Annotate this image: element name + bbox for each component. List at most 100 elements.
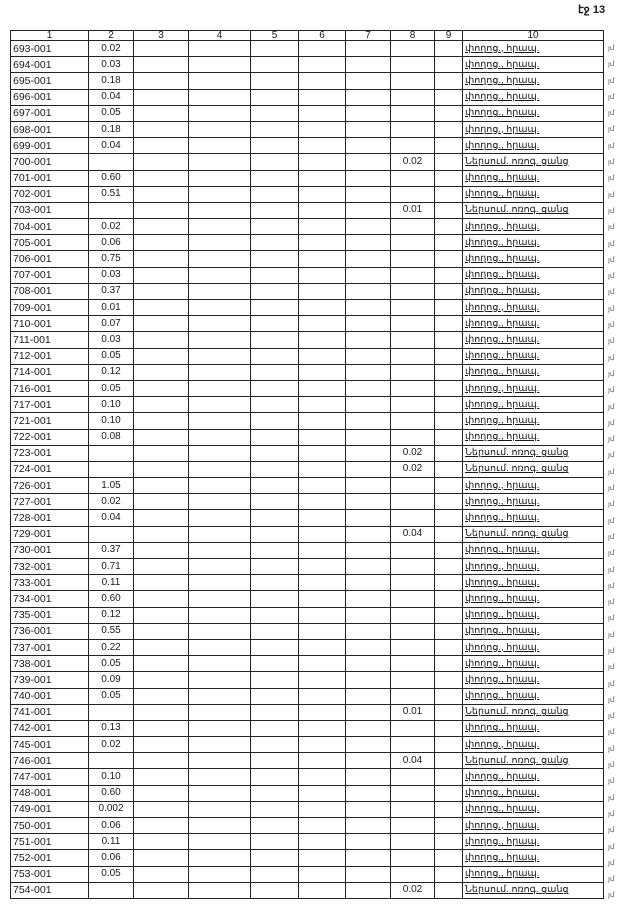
margin-mark: յմ [608,207,615,215]
area-col2: 0.07 [88,315,134,333]
column-header-9: 9 [434,30,463,41]
empty-cell-col3 [133,120,189,139]
land-use-description: փողոց., հրապ. [462,719,604,738]
table-row: 726-001 1.05 փողոց., հրապ. [10,477,604,495]
table-row: 710-001 0.07 փողոց., հրապ. [10,315,604,333]
parcel-id: 728-001 [10,509,89,527]
empty-cell-col4 [188,234,251,252]
land-use-description: փողոց., հրապ. [462,347,604,365]
land-use-description: Ներսում. ոռոգ. ցանց [462,201,604,220]
empty-cell-col4 [188,768,251,786]
empty-cell-col3 [133,185,189,203]
empty-cell-col5 [250,201,299,220]
empty-cell-col9 [434,736,463,754]
empty-cell-col5 [250,800,299,819]
margin-mark: յմ [608,273,615,281]
land-use-description: փողոց., հրապ. [462,120,604,139]
empty-cell-col7 [345,736,391,754]
empty-cell-col6 [298,525,346,543]
area-col2: 0.37 [88,541,134,560]
empty-cell-col6 [298,185,346,203]
empty-cell-col3 [133,719,189,738]
land-use-description: փողոց., հրապ. [462,638,604,657]
empty-cell-col9 [434,477,463,495]
area-col2: 0.13 [88,719,134,738]
table-row: 741-001 0.01 Ներսում. ոռոգ. ցանց [10,703,604,721]
table-row: 695-001 0.18 փողոց., հրապ. [10,72,604,90]
empty-cell-col7 [345,250,391,268]
empty-cell-col9 [434,153,463,171]
empty-cell-col9 [434,752,463,770]
empty-cell-col9 [434,816,463,835]
empty-cell-col5 [250,104,299,122]
empty-cell-col9 [434,266,463,284]
area-col8 [390,622,435,640]
area-col2: 0.04 [88,137,134,155]
empty-cell-col6 [298,574,346,592]
empty-cell-col5 [250,396,299,414]
land-use-description: փողոց., հրապ. [462,493,604,511]
empty-cell-col3 [133,396,189,414]
empty-cell-col5 [250,428,299,446]
parcel-id: 753-001 [10,865,89,883]
land-use-description: փողոց., հրապ. [462,800,604,819]
parcel-id: 738-001 [10,655,89,673]
table-row: 736-001 0.55 փողոց., հրապ. [10,622,604,640]
land-use-description: Ներսում. ոռոգ. ցանց [462,153,604,171]
table-row: 750-001 0.06 փողոց., հրապ. [10,816,604,835]
empty-cell-col9 [434,622,463,640]
empty-cell-col3 [133,234,189,252]
table-row: 740-001 0.05 փողոց., հրապ. [10,687,604,705]
empty-cell-col4 [188,687,251,705]
empty-cell-col9 [434,881,463,899]
empty-cell-col3 [133,800,189,819]
empty-cell-col5 [250,137,299,155]
empty-cell-col9 [434,590,463,608]
area-col8: 0.02 [390,444,435,462]
empty-cell-col9 [434,606,463,624]
empty-cell-col5 [250,169,299,187]
empty-cell-col5 [250,250,299,268]
empty-cell-col3 [133,39,189,58]
parcel-id: 712-001 [10,347,89,365]
area-col2: 0.22 [88,638,134,657]
empty-cell-col7 [345,849,391,867]
table-row: 701-001 0.60 փողոց., հրապ. [10,169,604,187]
empty-cell-col5 [250,865,299,883]
area-col8: 0.01 [390,201,435,220]
land-use-description: փողոց., հրապ. [462,768,604,786]
empty-cell-col6 [298,719,346,738]
empty-cell-col3 [133,88,189,106]
empty-cell-col6 [298,298,346,317]
area-col2: 0.03 [88,331,134,349]
parcel-id: 742-001 [10,719,89,738]
empty-cell-col9 [434,56,463,74]
empty-cell-col6 [298,331,346,349]
land-use-description: փողոց., հրապ. [462,88,604,106]
empty-cell-col5 [250,638,299,657]
empty-cell-col4 [188,282,251,301]
empty-cell-col9 [434,298,463,317]
area-col8 [390,865,435,883]
margin-mark: յմ [608,403,615,411]
column-header-2: 2 [88,30,134,41]
margin-mark: յմ [608,419,615,427]
area-col8 [390,784,435,802]
empty-cell-col7 [345,282,391,301]
empty-cell-col9 [434,137,463,155]
empty-cell-col4 [188,56,251,74]
parcel-id: 698-001 [10,120,89,139]
table-row: 702-001 0.51 փողոց., հրապ. [10,185,604,203]
area-col2: 0.002 [88,800,134,819]
parcel-id: 711-001 [10,331,89,349]
empty-cell-col5 [250,72,299,90]
parcel-id: 696-001 [10,88,89,106]
margin-mark: յմ [608,93,615,101]
empty-cell-col7 [345,557,391,576]
empty-cell-col5 [250,557,299,576]
area-col2: 0.10 [88,412,134,430]
empty-cell-col7 [345,800,391,819]
empty-cell-col5 [250,298,299,317]
area-col2: 0.37 [88,282,134,301]
empty-cell-col9 [434,574,463,592]
